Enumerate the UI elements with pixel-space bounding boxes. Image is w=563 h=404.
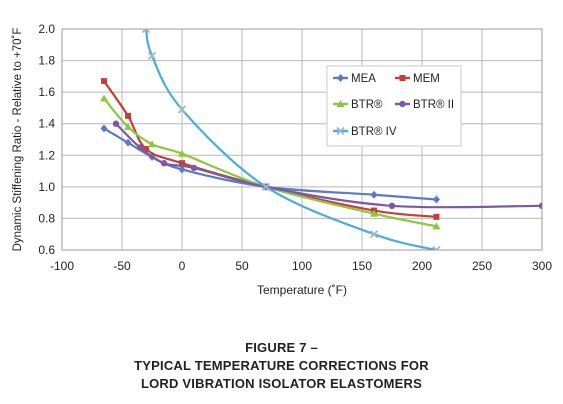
data-point [399,100,406,108]
data-point [538,202,542,209]
data-point [100,124,108,133]
data-point [178,149,186,157]
data-point [399,75,406,81]
y-tick-label: 2.0 [38,22,55,36]
series-btr- [100,94,441,230]
data-point [336,100,345,107]
data-point [101,78,107,85]
data-point [388,202,396,209]
x-tick-label: 250 [472,259,492,273]
legend-box [326,65,462,147]
data-point [147,51,157,60]
data-point [124,122,132,130]
data-point [261,182,271,191]
x-tick-label: 100 [292,259,312,273]
data-point [190,164,198,172]
figure-number: FIGURE 7 – [245,340,318,355]
legend-label: BTR® IV [351,126,397,138]
x-tick-label: 300 [532,259,552,273]
data-point [370,209,378,217]
data-point [432,245,441,250]
y-tick-label: 1.6 [38,85,55,99]
data-point [124,138,132,147]
x-tick-label: -50 [113,259,131,273]
data-point [136,144,144,151]
legend-item: BTR® [333,99,383,111]
data-point [125,112,131,119]
data-point [432,222,441,230]
data-point [178,165,186,174]
legend-item: BTR® II [395,99,454,111]
data-point [433,213,440,220]
data-point [336,126,345,136]
legend-label: MEM [413,73,440,85]
data-point [112,120,120,127]
data-point [432,195,440,204]
plot-border [61,28,543,251]
legend-item: MEM [395,73,440,85]
data-point [148,140,156,148]
data-point [369,230,379,239]
data-point [160,159,168,167]
x-tick-label: -100 [50,259,74,273]
data-point [337,74,344,82]
data-point [179,160,185,167]
x-tick-label: 50 [235,259,249,273]
x-axis-label: Temperature (˚F) [257,283,347,297]
data-point [143,145,149,152]
chart: -100 -50 0 50 100 150 200 250 300 0.6 0.8 1.0 1.2 1.4… [12,22,552,297]
legend-item: MEA [333,73,376,85]
series-btr-ii [112,120,542,209]
y-tick-label: 1.4 [38,117,55,131]
figure-caption-line-1: TYPICAL TEMPERATURE CORRECTIONS FOR [134,358,429,373]
legend: MEA MEM BTR® BTR® II BTR® IV [326,65,462,147]
y-tick-label: 1.8 [38,54,55,68]
figure-caption-line-2: LORD VIBRATION ISOLATOR ELASTOMERS [140,376,422,391]
data-point [370,190,378,199]
x-tick-label: 200 [412,259,432,273]
chart-svg: -100 -50 0 50 100 150 200 250 300 0.6 0.8 1.0 1.2 1.4… [12,22,552,297]
data-point [177,105,187,114]
data-point [141,29,151,34]
y-tick-label: 0.8 [38,211,55,225]
legend-label: BTR® II [413,99,454,111]
y-axis-label: Dynamic Stiffening Ratio - Relative to +… [12,28,24,252]
legend-label: BTR® [351,99,383,111]
legend-label: MEA [351,73,376,85]
x-tick-label: 150 [352,259,372,273]
y-tick-label: 0.6 [38,243,55,257]
y-tick-label: 1.2 [38,148,55,162]
data-point [100,94,108,102]
x-tick-label: 0 [179,259,186,273]
legend-item: BTR® IV [333,126,397,138]
series-btr-iv [141,29,441,250]
y-tick-label: 1.0 [38,180,55,194]
